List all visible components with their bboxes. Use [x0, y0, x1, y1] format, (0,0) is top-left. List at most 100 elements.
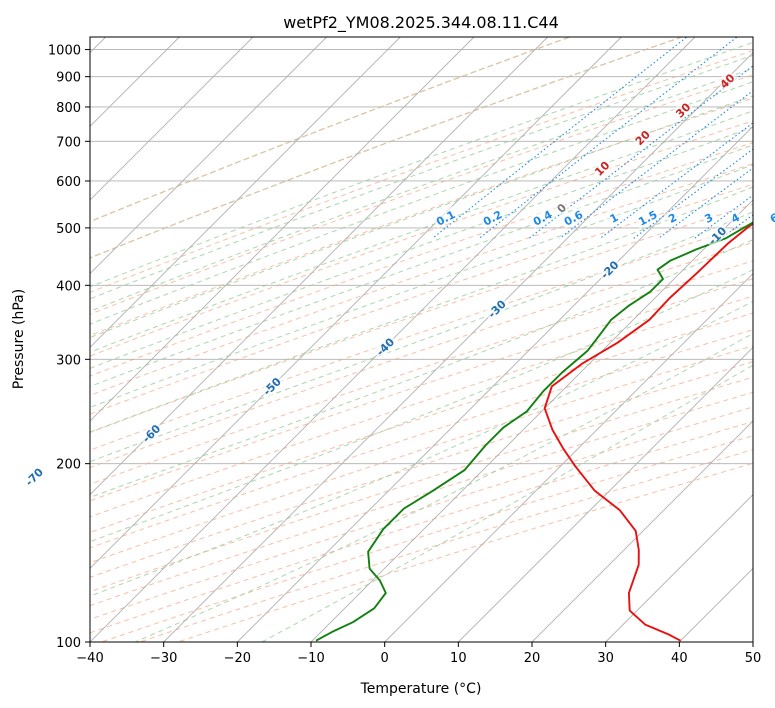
isotherm-line [90, 37, 254, 201]
isotherm-line [90, 37, 475, 422]
y-tick-label: 900 [56, 71, 81, 86]
isotherm-label-bg [20, 463, 47, 490]
isotherm-line [384, 273, 753, 642]
y-axis-label: Pressure (hPa) [11, 289, 27, 389]
dry-adiabat-line [90, 163, 753, 396]
mixing-ratio-label-group: 4 [727, 209, 743, 226]
plot-area [90, 37, 753, 642]
plot-frame [89, 36, 754, 643]
moist-adiabat-line [90, 300, 753, 597]
mixing-ratio-label-group: 6 [766, 209, 775, 226]
dry-adiabat-line [90, 278, 753, 502]
y-tick-label: 400 [56, 279, 81, 294]
mixing-ratio-label-bg [431, 205, 460, 229]
dry-adiabat-line [90, 97, 753, 337]
moist-adiabat-label-bg [671, 99, 694, 121]
y-tick-label: 600 [56, 175, 81, 190]
moist-adiabat-line [90, 144, 753, 388]
dry-adiabat-line [90, 345, 753, 564]
mixing-ratio-label-bg [664, 209, 680, 226]
mixing-ratio-label-bg [528, 205, 557, 229]
moist-adiabat-line [90, 54, 753, 300]
isotherm-line [310, 199, 753, 642]
mixing-ratio-line [559, 90, 753, 239]
x-tick-label: −20 [224, 651, 251, 666]
mixing-ratio-label-bg [700, 209, 717, 226]
x-axis-ticks: −40 −30 −20 −10 0 10 20 30 40 50 [76, 642, 761, 666]
mixing-ratio-label-bg [633, 205, 662, 229]
mixing-ratio-label-group: 1 [605, 209, 622, 226]
moist-adiabat-line [90, 41, 753, 288]
x-tick-label: 50 [745, 651, 762, 666]
mixing-ratio-label-group: 2 [664, 209, 680, 226]
dry-adiabat-curve [90, 37, 684, 259]
temperature-profile-line [543, 222, 753, 642]
dry-adiabat-line [90, 223, 753, 451]
moist-adiabat-line [90, 67, 753, 312]
mixing-ratio-lines [432, 37, 753, 239]
moist-adiabat-line [261, 364, 753, 642]
x-tick-label: −40 [76, 651, 103, 666]
mixing-ratio-label-group: 3 [700, 209, 717, 226]
x-tick-label: 40 [671, 651, 688, 666]
isotherm-label-bg [483, 295, 510, 322]
pressure-gridlines [90, 49, 753, 642]
mixing-ratio-label-bg [559, 205, 587, 229]
profile-series [315, 221, 753, 642]
x-tick-label: 30 [597, 651, 614, 666]
y-tick-label: 500 [56, 222, 81, 237]
moist-adiabat-label-bg [716, 69, 738, 92]
moist-adiabat-label-bg [631, 126, 653, 149]
x-tick-label: 20 [524, 651, 541, 666]
isotherm-label-bg [258, 372, 285, 400]
isotherm-label-bg [137, 419, 165, 447]
y-tick-label: 700 [56, 135, 81, 150]
isotherm-line [163, 52, 753, 642]
isotherm-line [531, 420, 753, 642]
isotherm-line [90, 37, 327, 275]
moist-adiabat-line [90, 211, 753, 463]
dry-adiabat-line [90, 260, 753, 485]
y-axis-ticks: 1000 900 800 700 600 500 400 300 200 100 [48, 44, 90, 651]
isotherm-line [90, 37, 401, 348]
isotherm-line [458, 346, 753, 642]
isotherm-label-bg [703, 222, 731, 249]
dry-adiabat-curve [90, 37, 572, 223]
x-tick-label: −30 [150, 651, 177, 666]
x-tick-label: 10 [450, 651, 467, 666]
isotherm-line [237, 125, 753, 642]
dry-adiabat-line [90, 203, 753, 433]
x-tick-label: −10 [297, 651, 324, 666]
dry-adiabat-line [90, 329, 753, 549]
isotherm-line [90, 37, 548, 496]
dry-adiabat-line [90, 74, 753, 315]
y-tick-label: 100 [56, 636, 81, 651]
mixing-ratio-line [528, 65, 753, 239]
isotherm-line [605, 494, 753, 642]
mixing-ratio-line [432, 37, 688, 239]
y-tick-label: 200 [56, 458, 81, 473]
mixing-ratio-line [599, 122, 753, 239]
mixing-ratio-label-bg [766, 209, 775, 226]
mixing-ratio-label-bg [478, 205, 507, 229]
mixing-ratio-label: 6 [768, 211, 775, 226]
moist-adiabats [90, 41, 753, 642]
x-axis-label: Temperature (°C) [360, 681, 482, 697]
y-tick-label: 1000 [48, 44, 81, 59]
moist-adiabat-line [90, 186, 753, 433]
isotherms [90, 37, 753, 642]
mixing-ratio-label-bg [727, 209, 743, 226]
y-tick-label: 300 [56, 353, 81, 368]
moist-adiabat-label-bg [552, 199, 570, 217]
isotherm-label-bg [371, 333, 399, 360]
mixing-ratio-label-bg [605, 209, 622, 226]
moist-adiabat-line [90, 269, 753, 543]
dewpoint-profile-line [315, 221, 753, 642]
moist-adiabat-line [90, 110, 753, 353]
x-tick-label: 0 [381, 651, 389, 666]
isotherm-label-bg [596, 256, 623, 283]
moist-adiabat-label-bg [590, 157, 613, 179]
isotherm-line [90, 37, 622, 569]
